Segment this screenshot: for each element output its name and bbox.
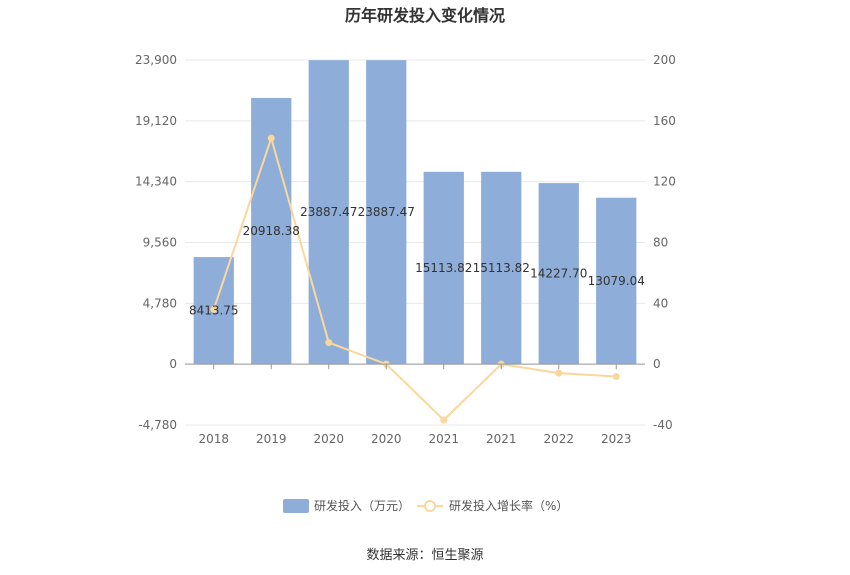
- bar-value-label: 8413.75: [189, 304, 239, 318]
- bar-2020: [308, 60, 349, 365]
- y-left-tick-label: 19,120: [135, 114, 177, 128]
- y-left-tick-label: 0: [169, 357, 177, 371]
- bar-2022: [538, 183, 579, 365]
- x-tick-label: 2020: [371, 432, 402, 446]
- y-right-tick-label: 200: [653, 53, 676, 67]
- y-right-tick-label: 40: [653, 296, 668, 310]
- y-left-tick-label: 14,340: [135, 175, 177, 189]
- y-axis-left: -4,780 0 4,780 9,560 14,340 19,120 23,900: [135, 53, 177, 432]
- chart-title: 历年研发投入变化情况: [345, 6, 505, 25]
- x-tick-label: 2021: [428, 432, 459, 446]
- bar-2023: [596, 197, 637, 365]
- x-tick-label: 2018: [198, 432, 229, 446]
- y-left-tick-label: 4,780: [143, 296, 177, 310]
- bar-value-label: 15113.82: [415, 261, 472, 275]
- bar-2019: [251, 97, 292, 365]
- y-right-tick-label: 160: [653, 114, 676, 128]
- y-left-tick-label: -4,780: [138, 418, 177, 432]
- growth-line: [212, 134, 617, 422]
- x-tick-label: 2023: [601, 432, 632, 446]
- bar-value-label: 13079.04: [588, 274, 645, 288]
- bar-value-label: 14227.70: [530, 267, 587, 281]
- growth-point-2020: [325, 339, 333, 347]
- x-tick-label: 2020: [313, 432, 344, 446]
- y-right-tick-label: -40: [653, 418, 673, 432]
- y-right-tick-label: 0: [653, 357, 661, 371]
- legend-line-marker[interactable]: [424, 500, 436, 512]
- y-left-tick-label: 9,560: [143, 236, 177, 250]
- legend[interactable]: 研发投入（万元） 研发投入增长率（%）: [283, 498, 568, 513]
- bar-value-label: 15113.82: [473, 261, 530, 275]
- y-axis-right: -40 0 40 80 120 160 200: [653, 53, 676, 432]
- x-tick-label: 2019: [256, 432, 287, 446]
- bar-series: [193, 60, 637, 365]
- bar-value-label: 20918.38: [243, 224, 300, 238]
- x-tick-label: 2021: [486, 432, 517, 446]
- legend-bar-label[interactable]: 研发投入（万元）: [314, 498, 410, 513]
- growth-point-2023: [612, 372, 620, 380]
- line-series: [210, 134, 620, 424]
- y-right-tick-label: 80: [653, 236, 668, 250]
- legend-bar-swatch[interactable]: [283, 499, 309, 513]
- growth-point-2018: [210, 305, 218, 313]
- y-left-tick-label: 23,900: [135, 53, 177, 67]
- bar-value-label: 23887.47: [358, 205, 415, 219]
- legend-line-label[interactable]: 研发投入增长率（%）: [449, 498, 568, 513]
- bar-2021: [423, 171, 464, 365]
- bar-2020: [366, 60, 407, 365]
- bar-value-label: 23887.47: [300, 205, 357, 219]
- source-note: 数据来源：恒生聚源: [366, 548, 483, 563]
- growth-point-2021: [440, 416, 448, 424]
- y-right-tick-label: 120: [653, 175, 676, 189]
- x-axis: 2018 2019 2020 2020 2021 2021 2022 2023: [185, 363, 645, 446]
- x-tick-label: 2022: [543, 432, 574, 446]
- growth-point-2019: [267, 134, 275, 142]
- growth-point-2022: [555, 369, 563, 377]
- bar-2021: [481, 171, 522, 365]
